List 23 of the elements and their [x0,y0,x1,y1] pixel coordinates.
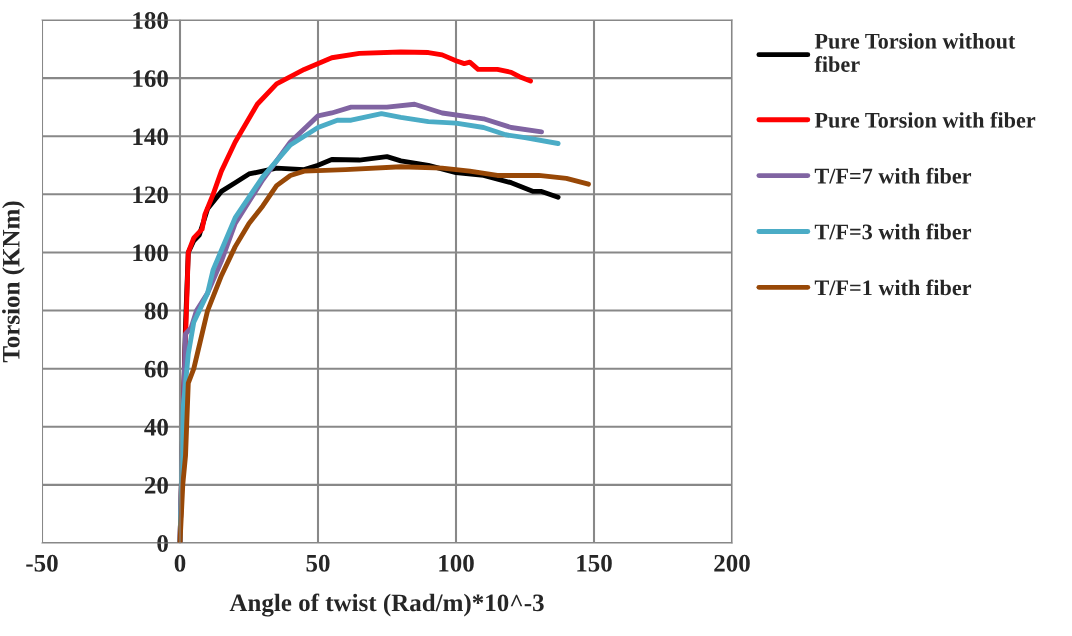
y-tick-label: 80 [144,302,168,320]
y-tick-label: 120 [133,186,168,204]
x-tick-label: 200 [714,554,750,572]
x-tick-label: -50 [26,554,58,572]
legend-label: T/F=7 with fiber [814,167,972,184]
y-tick-label: 100 [133,244,168,262]
x-tick-label: 0 [174,554,186,572]
y-tick-label: 60 [144,360,168,378]
x-tick-label: 50 [306,554,330,572]
legend-label: T/F=3 with fiber [814,223,972,240]
x-tick-label: 100 [439,554,474,572]
legend-label: Pure Torsion with fiber [814,111,1036,128]
y-axis-title: Torsion (KNm) [2,201,25,363]
y-tick-label: 160 [133,70,168,88]
y-tick-label: 40 [144,418,168,436]
y-tick-label: 20 [144,476,168,494]
x-tick-label: 150 [577,554,612,572]
legend-label: Pure Torsion without fiber [814,33,1016,72]
y-tick-label: 180 [133,12,168,29]
y-tick-label: 140 [133,128,168,146]
legend-label: T/F=1 with fiber [814,279,972,296]
y-tick-label: 0 [157,535,168,552]
x-axis-title: Angle of twist (Rad/m)*10^-3 [229,593,544,617]
